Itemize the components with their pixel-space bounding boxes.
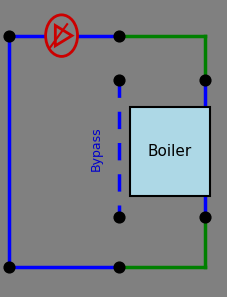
Point bbox=[116, 214, 120, 219]
Point bbox=[202, 214, 206, 219]
Point bbox=[116, 78, 120, 83]
Point bbox=[116, 265, 120, 270]
Polygon shape bbox=[55, 26, 72, 46]
Point bbox=[7, 265, 11, 270]
Point bbox=[202, 78, 206, 83]
Point bbox=[116, 33, 120, 38]
FancyBboxPatch shape bbox=[129, 107, 209, 196]
Circle shape bbox=[45, 15, 77, 56]
Text: Bypass: Bypass bbox=[89, 126, 102, 171]
Point bbox=[7, 33, 11, 38]
Text: Boiler: Boiler bbox=[147, 144, 191, 159]
